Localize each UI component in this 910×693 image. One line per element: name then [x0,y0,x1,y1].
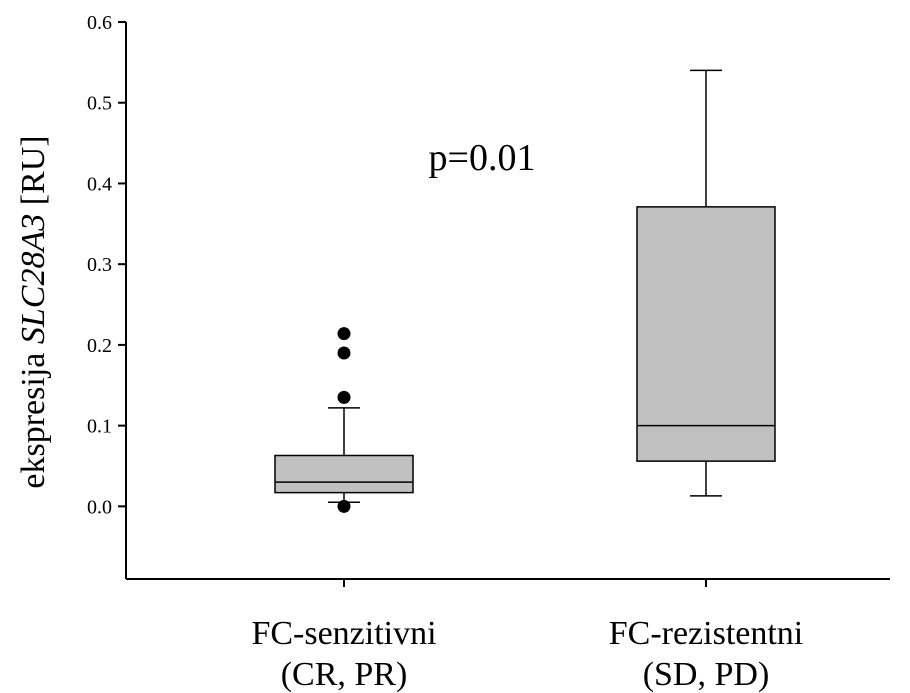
outlier-point [337,499,351,513]
y-tick-label: 0.1 [87,416,112,438]
y-axis-title: ekspresija SLC28A3 [RU] [15,135,52,488]
y-tick-label: 0.0 [87,496,112,518]
outlier-point [337,346,351,360]
p-value-annotation: p=0.01 [429,137,536,179]
outlier-point [337,327,351,341]
category-label-line2: (CR, PR) [281,656,408,693]
plot-area: 0.0 0.1 0.2 0.3 0.4 0.5 0.6 FC-senzitivni (CR, P… [87,12,890,693]
category-label-line2: (SD, PD) [643,656,770,693]
y-tick-label: 0.3 [87,254,112,276]
y-tick-label: 0.4 [87,173,112,195]
y-axis-title-prefix: ekspresija [15,344,52,488]
box [636,206,776,462]
box [274,454,414,494]
category-label-line1: FC-rezistentni [609,615,804,652]
outlier-point [337,390,351,404]
y-tick-label: 0.2 [87,335,112,357]
y-axis-title-gene: SLC28A3 [15,214,52,344]
category-label-line1: FC-senzitivni [251,615,436,652]
y-tick-label: 0.6 [87,12,112,34]
y-tick-label: 0.5 [87,93,112,115]
y-axis-title-suffix: [RU] [15,135,52,213]
